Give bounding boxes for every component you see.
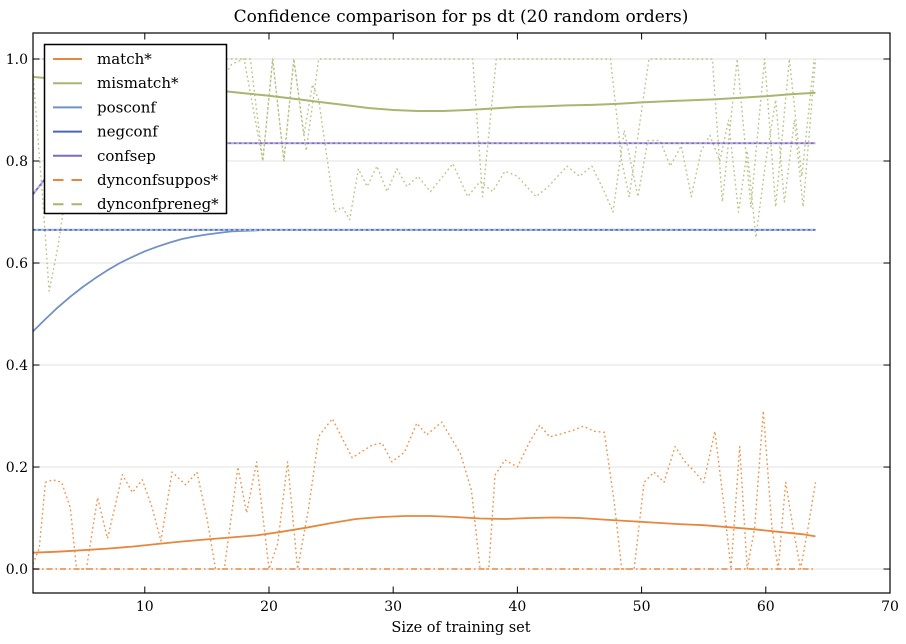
y-tick-label: 0.8 [6,154,28,170]
legend-box [43,43,228,215]
series-mismatch-mean [32,75,816,112]
series-match-mean [32,515,816,554]
legend-label: confsep [97,147,156,165]
x-tick-label: 10 [136,599,154,615]
legend-label: mismatch* [97,74,179,92]
legend-label: dynconfpreneg* [97,195,219,213]
y-tick-label: 0.2 [6,460,28,476]
x-tick-label: 30 [384,599,402,615]
axis-ticks [33,33,891,593]
x-axis-label: Size of training set [391,620,530,636]
x-tick-label: 60 [757,599,775,615]
y-tick-label: 1.0 [6,52,28,68]
series-dynconfpreneg-run [33,58,815,208]
y-tick-label: 0.4 [6,358,28,374]
chart-title: Confidence comparison for ps dt (20 rand… [234,7,689,27]
x-tick-label: 70 [881,599,899,615]
legend-label: match* [97,50,152,68]
series-match-single-order [32,410,817,570]
plot-frame [32,32,891,594]
x-tick-label: 50 [633,599,651,615]
y-gridlines [33,58,890,570]
legend-label: posconf [97,98,157,116]
series-posconf [32,228,816,333]
tick-labels: 10 20 30 40 50 60 70 0.0 0.2 0.4 0.6 0.8 1.0 [6,52,899,615]
y-tick-label: 0.0 [6,562,28,578]
x-tick-label: 20 [260,599,278,615]
x-tick-label: 40 [508,599,526,615]
legend-label: negconf [97,123,159,141]
y-tick-label: 0.6 [6,256,28,272]
legend: match* mismatch* posconf negconf confsep dync… [43,43,228,215]
legend-label: dynconfsuppos* [97,171,219,189]
